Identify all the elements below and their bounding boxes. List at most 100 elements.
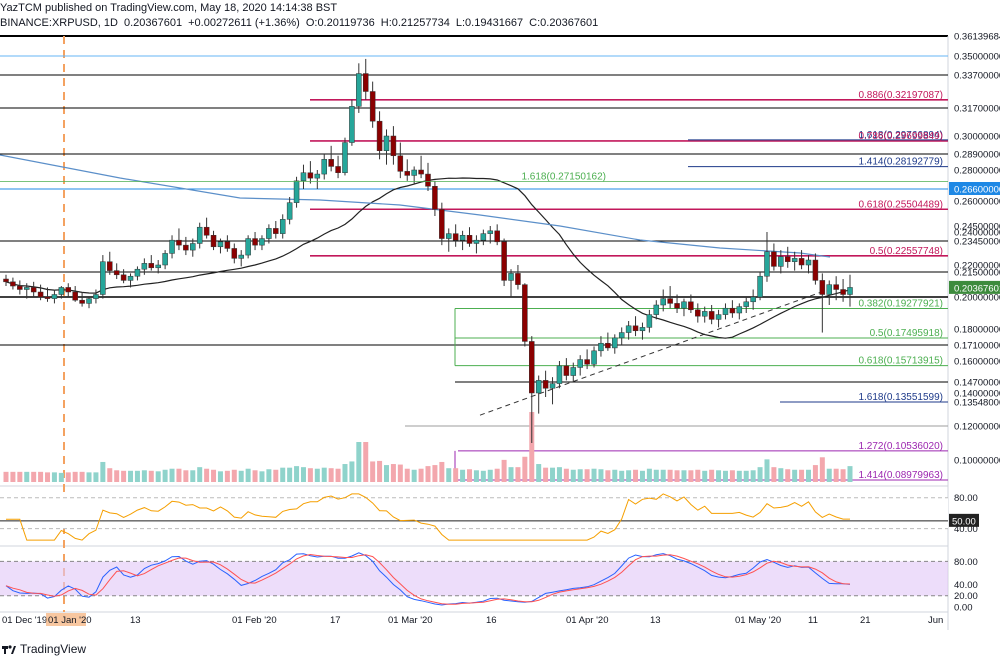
price-tick: 0.20367601	[954, 283, 1000, 294]
candle-body	[847, 287, 853, 295]
volume-bar	[778, 468, 784, 482]
candle-body	[231, 248, 238, 259]
volume-bar	[598, 469, 604, 482]
stoch-tick: 0.00	[954, 603, 973, 614]
candle-body	[515, 273, 521, 285]
candle-body	[764, 251, 770, 277]
price-tick: 0.31700000	[954, 104, 1000, 115]
price-tick: 0.26000000	[954, 197, 1000, 208]
candle-body	[383, 135, 390, 151]
publish-info: YazTCM published on TradingView.com, May…	[0, 2, 338, 14]
volume-bar	[508, 467, 514, 482]
volume-bar	[453, 468, 459, 482]
time-tick: Jun	[928, 615, 943, 626]
high-value: H:0.21257734	[380, 17, 450, 29]
candle-body	[369, 91, 376, 122]
volume-bar	[10, 471, 16, 482]
price-tick: 0.14000000	[954, 389, 1000, 400]
price-tick: 0.14700000	[954, 378, 1000, 389]
volume-bar	[626, 470, 632, 482]
candle-body	[210, 235, 217, 248]
candle-body	[778, 256, 784, 267]
candle-body	[446, 233, 452, 239]
time-tick: 21	[860, 615, 871, 626]
fib-label: 0.786(0.29699849)	[858, 131, 943, 142]
candle-body	[722, 307, 729, 315]
price-tick: 0.30000000	[954, 132, 1000, 143]
price-tag-bg	[949, 280, 1000, 294]
tradingview-logo-icon	[2, 645, 16, 654]
candle-body	[591, 350, 597, 365]
candle-body	[660, 298, 666, 306]
volume-bar	[674, 470, 680, 482]
volume-bar	[633, 469, 639, 482]
candle-body	[501, 241, 507, 281]
fib-label: 1.414(0.28192779)	[858, 157, 943, 168]
tradingview-brand[interactable]: TradingView	[2, 639, 86, 659]
stoch-tick: 40.00	[954, 580, 978, 591]
volume-bar	[314, 468, 320, 482]
candle-body	[169, 239, 175, 254]
candle-body	[79, 299, 85, 304]
volume-bar	[162, 469, 168, 482]
time-tick: 01 Feb '20	[232, 615, 277, 626]
candle-body	[639, 327, 646, 332]
volume-bar	[460, 469, 466, 482]
volume-bar	[397, 464, 403, 482]
candle-body	[245, 238, 251, 256]
price-tick: 0.10000000	[954, 456, 1000, 467]
volume-bar	[716, 470, 722, 482]
volume-bar	[245, 468, 251, 482]
candle-body	[10, 281, 16, 287]
symbol-label[interactable]: BINANCE:XRPUSD, 1D	[0, 17, 118, 29]
volume-bar	[72, 471, 78, 482]
candle-body	[148, 263, 155, 269]
candle-body	[757, 275, 763, 298]
volume-bar	[100, 461, 106, 482]
candle-body	[743, 301, 749, 307]
time-tick: 01 Mar '20	[388, 615, 433, 626]
price-tick: 0.21500000	[954, 268, 1000, 279]
price-tick: 0.33700000	[954, 71, 1000, 82]
volume-bar	[584, 469, 590, 482]
candle-body	[833, 284, 839, 290]
volume-bar	[833, 468, 839, 482]
fib-label: 0.618(0.15713915)	[858, 356, 943, 367]
candle-body	[425, 173, 431, 187]
candle-body	[196, 226, 203, 244]
volume-bar	[729, 470, 735, 482]
candle-body	[812, 259, 819, 281]
fib-label: 1.618(0.29766894)	[858, 130, 943, 141]
volume-bar	[764, 459, 770, 482]
candle-body	[362, 73, 369, 92]
volume-bar	[148, 470, 154, 482]
volume-bar	[757, 467, 763, 482]
trendline	[479, 285, 839, 416]
volume-bar	[536, 464, 542, 482]
volume-bar	[238, 470, 244, 482]
candle-body	[494, 230, 500, 243]
candle-body	[708, 311, 715, 320]
candle-body	[141, 263, 148, 270]
candle-body	[618, 332, 625, 339]
fib-label: 1.618(0.13551599)	[858, 392, 943, 403]
candle-body	[632, 325, 639, 332]
price-tick: 0.26600000	[954, 185, 1000, 196]
candle-body	[376, 120, 383, 151]
volume-bar	[307, 468, 313, 482]
volume-bar	[38, 471, 44, 482]
volume-bar	[660, 469, 666, 482]
candle-body	[120, 274, 127, 281]
candle-body	[695, 309, 701, 317]
last-price: 0.20367601	[123, 17, 183, 29]
candle-body	[127, 275, 134, 281]
candle-body	[459, 235, 466, 241]
volume-bar	[252, 470, 258, 482]
candle-body	[729, 307, 736, 314]
price-tick: 0.28000000	[954, 166, 1000, 177]
candle-body	[252, 238, 258, 246]
candle-body	[30, 287, 37, 293]
candle-body	[217, 241, 224, 248]
volume-bar	[605, 470, 611, 482]
